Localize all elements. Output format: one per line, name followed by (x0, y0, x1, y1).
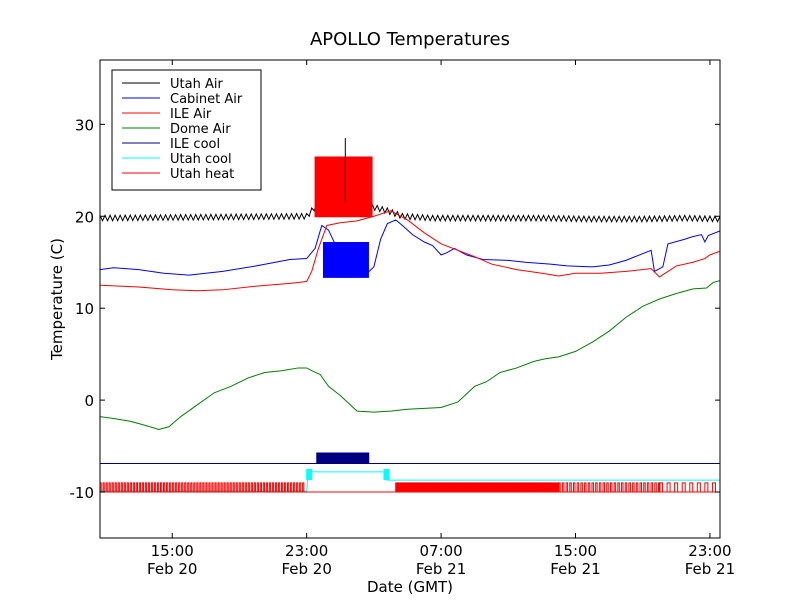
pulses-utah-heat (558, 482, 661, 493)
legend-label: Cabinet Air (170, 92, 243, 107)
y-tick-label: 20 (75, 208, 94, 226)
burst-utah-cool (383, 469, 390, 481)
plot-frame (99, 59, 721, 539)
x-tick-date-label: Feb 21 (550, 560, 600, 578)
burst-ile-cool (316, 452, 370, 464)
legend-label: Utah Air (170, 77, 223, 92)
y-tick-label: 0 (84, 392, 94, 410)
x-tick-time-label: 15:00 (151, 542, 194, 560)
burst-ile-air (314, 156, 373, 218)
legend-label: Utah cool (170, 152, 232, 167)
y-tick-label: 10 (75, 300, 94, 318)
pulses-utah-heat (100, 482, 305, 493)
x-tick-date-label: Feb 20 (281, 560, 331, 578)
series-layer (100, 138, 720, 493)
legend-label: ILE Air (170, 107, 212, 122)
pulses-utah-heat (659, 482, 716, 493)
legend-frame (111, 69, 262, 191)
x-tick-date-label: Feb 21 (685, 560, 735, 578)
x-tick-date-label: Feb 20 (147, 560, 197, 578)
x-tick-time-label: 15:00 (554, 542, 597, 560)
legend-label: Utah heat (170, 167, 234, 182)
burst-cabinet-air (322, 242, 369, 278)
x-tick-time-label: 07:00 (419, 542, 462, 560)
series-line-cabinet-air (100, 219, 720, 276)
x-tick-time-label: 23:00 (688, 542, 731, 560)
x-tick-time-label: 23:00 (285, 542, 328, 560)
y-tick-label: 30 (75, 116, 94, 134)
series-line-dome-air (100, 280, 720, 431)
x-tick-date-label: Feb 21 (416, 560, 466, 578)
series-line-ile-air (100, 210, 720, 292)
pulses-utah-heat (395, 482, 560, 493)
legend-label: Dome Air (170, 122, 231, 137)
legend-label: ILE cool (170, 137, 220, 152)
series-line-utah-air (100, 184, 720, 223)
y-tick-label: -10 (70, 484, 95, 502)
x-axis-label: Date (GMT) (367, 578, 453, 596)
chart-title: APOLLO Temperatures (310, 29, 510, 50)
y-axis-label: Temperature (C) (48, 238, 66, 361)
burst-utah-cool (306, 469, 313, 481)
